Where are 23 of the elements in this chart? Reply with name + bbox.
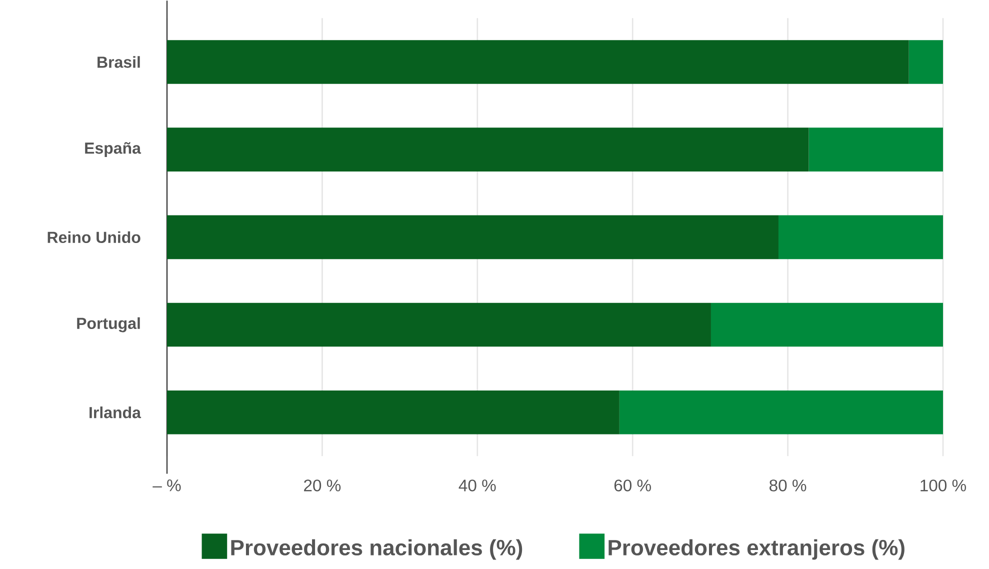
bar (619, 390, 944, 434)
x-tick-label: – % (152, 479, 181, 492)
bar (167, 128, 809, 172)
bar (167, 390, 620, 434)
y-tick-label: Irlanda (90, 406, 142, 418)
y-tick-label: Portugal (77, 317, 140, 332)
bar (167, 40, 909, 84)
y-tick-label: Brasil (98, 56, 140, 68)
legend-label: Proveedores nacionales (%) (231, 539, 522, 560)
bar (167, 302, 711, 347)
x-tick-label: 20 % (304, 479, 341, 492)
legend-label: Proveedores extranjeros (%) (608, 539, 904, 560)
x-tick-label: 80 % (770, 479, 806, 492)
bar (778, 215, 944, 259)
bar (167, 215, 778, 259)
bar (808, 128, 944, 172)
x-tick-label: 100 % (920, 479, 966, 492)
x-tick-label: 40 % (458, 479, 496, 492)
y-tick-label: España (85, 142, 142, 157)
bar (710, 302, 944, 347)
bar (908, 40, 944, 84)
x-tick-label: 60 % (614, 479, 651, 492)
y-tick-label: Reino Unido (48, 231, 140, 243)
